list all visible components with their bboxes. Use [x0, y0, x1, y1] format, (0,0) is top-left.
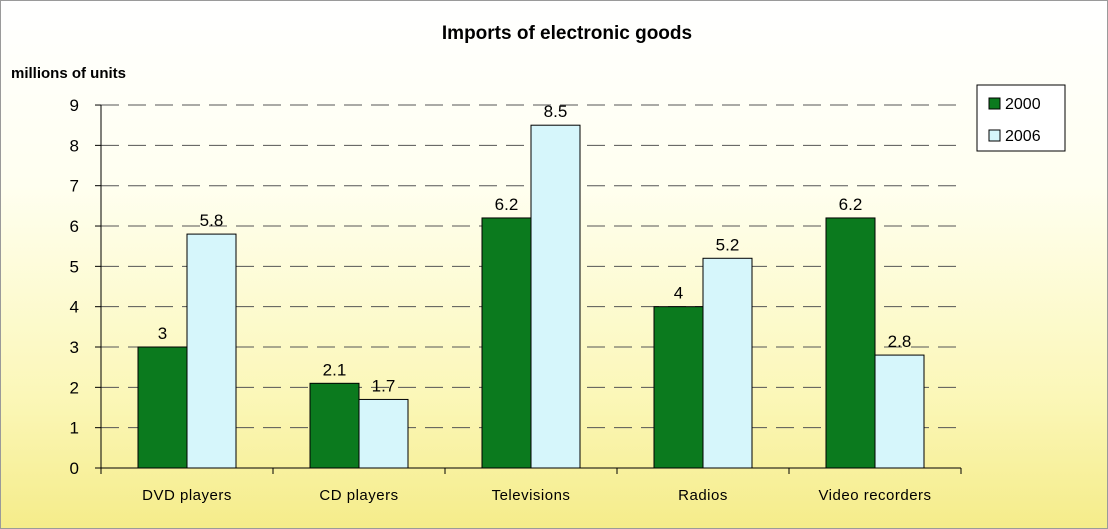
x-category-label: Televisions — [492, 487, 571, 504]
gridlines — [101, 104, 961, 429]
y-tick-label: 8 — [70, 136, 79, 155]
y-tick-label: 4 — [70, 298, 79, 317]
bar-2000 — [825, 217, 876, 469]
data-label: 2.1 — [323, 360, 347, 379]
legend-swatch-2006 — [988, 129, 1001, 142]
bar-2000 — [481, 217, 532, 469]
bar-2006 — [530, 124, 581, 469]
data-label: 6.2 — [495, 195, 519, 214]
x-category-label: Video recorders — [818, 487, 931, 504]
y-tick-label: 9 — [70, 96, 79, 115]
y-tick-label: 6 — [70, 217, 79, 236]
bar-2006 — [186, 233, 237, 469]
legend-label-2000: 2000 — [1005, 96, 1041, 113]
data-label: 6.2 — [839, 195, 863, 214]
y-tick-label: 5 — [70, 257, 79, 276]
data-labels: 3 5.8 2.1 1.7 6.2 8.5 4 5.2 6.2 2.8 — [158, 102, 912, 395]
bar-2006 — [874, 354, 925, 469]
data-label: 3 — [158, 324, 167, 343]
legend: 2000 2006 — [976, 84, 1066, 152]
y-tick-label: 3 — [70, 338, 79, 357]
chart-title: Imports of electronic goods — [442, 23, 692, 44]
legend-swatch-2000 — [988, 97, 1001, 110]
bar-2000 — [653, 306, 704, 469]
data-label: 2.8 — [888, 332, 912, 351]
axes: 0 1 2 3 4 5 6 7 8 9 DVD players CD players Televisio… — [70, 96, 962, 504]
data-label: 4 — [674, 284, 683, 303]
data-label: 5.2 — [716, 235, 740, 254]
y-tick-label: 0 — [70, 459, 79, 478]
y-axis-label: millions of units — [11, 65, 126, 82]
x-category-label: Radios — [678, 487, 728, 504]
y-tick-label: 1 — [70, 419, 79, 438]
data-label: 1.7 — [372, 376, 396, 395]
bars — [137, 124, 925, 469]
legend-label-2006: 2006 — [1005, 128, 1041, 145]
bar-2006 — [702, 257, 753, 469]
bar-2000 — [137, 346, 188, 469]
y-tick-label: 7 — [70, 177, 79, 196]
data-label: 5.8 — [200, 211, 224, 230]
y-tick-label: 2 — [70, 378, 79, 397]
bar-2006 — [358, 398, 409, 469]
x-category-label: CD players — [319, 487, 398, 504]
data-label: 8.5 — [544, 102, 568, 121]
bar-2000 — [309, 382, 360, 469]
x-category-label: DVD players — [142, 487, 232, 504]
